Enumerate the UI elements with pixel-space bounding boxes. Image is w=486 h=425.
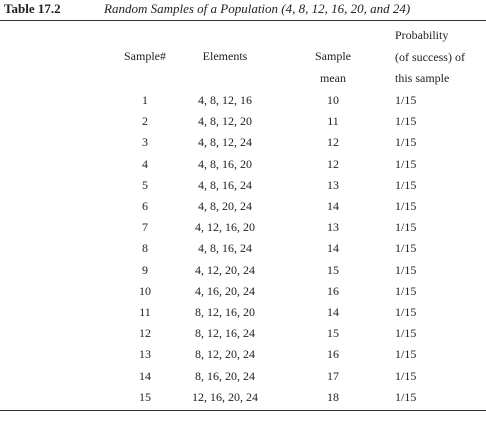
bottom-rule [0, 410, 486, 411]
column-header: Elements [202, 49, 248, 63]
table-cell: 14 [327, 199, 339, 213]
table-cell: 11 [327, 114, 339, 129]
table-cell: 4, 8, 16, 24 [198, 241, 252, 256]
table-cell: 8, 12, 20, 24 [195, 347, 255, 362]
table-cell: 1/15 [395, 156, 417, 171]
table-cell: 11 [139, 305, 151, 319]
table-cell: 6 [142, 199, 148, 213]
table-cell: 1/15 [395, 114, 417, 129]
table-cell: 13 [327, 177, 339, 192]
table-cell: 4, 12, 20, 24 [195, 262, 255, 277]
table-cell: 1/15 [395, 93, 417, 107]
table-cell: 15 [327, 326, 339, 341]
column-header: Sample [315, 49, 351, 63]
table-cell: 4, 12, 16, 20 [195, 220, 255, 235]
table-cell: 14 [327, 241, 339, 256]
table-cell: 4, 16, 20, 24 [195, 283, 255, 298]
table-cell: 10 [327, 93, 339, 107]
table-cell: 12 [139, 326, 151, 341]
table-cell: 1/15 [395, 347, 417, 362]
table-cell: 1/15 [395, 368, 417, 383]
table-cell: 4 [142, 156, 148, 171]
table-cell: 7 [142, 220, 148, 235]
column-header: (of success) of [395, 49, 465, 64]
table-cell: 1 [142, 93, 148, 107]
table-cell: 4, 8, 12, 24 [198, 135, 252, 150]
table-cell: 12, 16, 20, 24 [192, 389, 258, 404]
table-cell: 15 [327, 262, 339, 277]
table-cell: 18 [327, 389, 339, 404]
table-cell: 1/15 [395, 199, 417, 213]
table-cell: 14 [139, 368, 151, 383]
column-header: Sample# [124, 49, 166, 63]
table-cell: 13 [327, 220, 339, 235]
table-cell: 17 [327, 368, 339, 383]
table-cell: 15 [139, 389, 151, 404]
table-cell: 1/15 [395, 177, 417, 192]
table-cell: 4, 8, 16, 24 [198, 177, 252, 192]
table-cell: 8 [142, 241, 148, 256]
column-header: this sample [395, 71, 450, 85]
table-cell: 4, 8, 20, 24 [198, 199, 252, 213]
table-cell: 12 [327, 135, 339, 150]
table-cell: 13 [139, 347, 151, 362]
table-cell: 1/15 [395, 220, 417, 235]
column-header: mean [320, 70, 346, 85]
table-cell: 4, 8, 12, 20 [198, 114, 252, 129]
table-cell: 1/15 [395, 135, 417, 150]
table-cell: 1/15 [395, 389, 417, 404]
table-cell: 8, 12, 16, 24 [195, 326, 255, 341]
top-rule [0, 20, 486, 21]
table-cell: 1/15 [395, 305, 417, 319]
table-cell: 10 [139, 283, 151, 298]
table-cell: 1/15 [395, 326, 417, 341]
table-cell: 16 [327, 283, 339, 298]
table-cell: 1/15 [395, 283, 417, 298]
table-cell: 5 [142, 177, 148, 192]
table-cell: 4, 8, 16, 20 [198, 156, 252, 171]
table-cell: 8, 16, 20, 24 [195, 368, 255, 383]
table-cell: 4, 8, 12, 16 [198, 93, 252, 107]
table-cell: 8, 12, 16, 20 [195, 305, 255, 319]
column-header: Probability [395, 28, 449, 42]
table-title: Random Samples of a Population (4, 8, 12… [104, 1, 411, 16]
table-cell: 3 [142, 135, 148, 150]
table-cell: 14 [327, 305, 339, 319]
table-label: Table 17.2 [4, 1, 61, 16]
table-cell: 9 [142, 262, 148, 277]
table-cell: 2 [142, 114, 148, 129]
table-cell: 1/15 [395, 262, 417, 277]
table-cell: 16 [327, 347, 339, 362]
table-cell: 1/15 [395, 241, 417, 256]
table-cell: 12 [327, 156, 339, 171]
